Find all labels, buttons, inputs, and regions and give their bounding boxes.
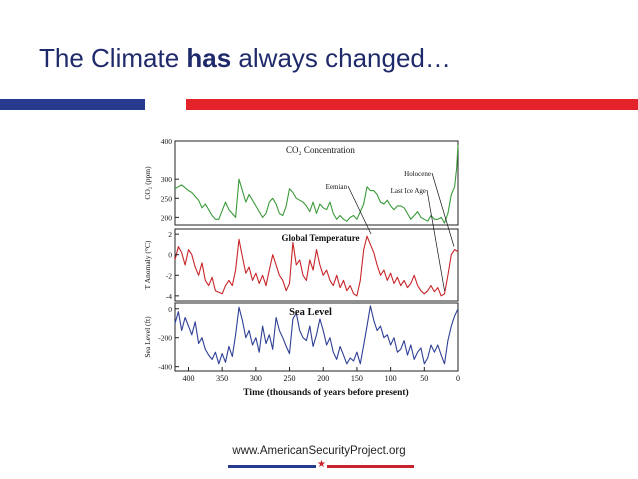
y-tick-label: 250 <box>161 194 173 203</box>
x-tick-label: 50 <box>420 374 428 383</box>
slide-title-pre: The Climate <box>39 43 187 73</box>
y-tick-label: -200 <box>158 334 172 343</box>
annotation-arrow <box>431 172 455 247</box>
series-line <box>174 305 459 365</box>
y-tick-label: 0 <box>168 251 172 260</box>
slide-title: The Climate has always changed… <box>39 43 451 74</box>
y-tick-label: 400 <box>161 137 173 146</box>
x-tick-label: 400 <box>182 374 194 383</box>
header-bar-blue <box>0 99 145 110</box>
series-line <box>174 144 459 224</box>
x-tick-label: 350 <box>216 374 228 383</box>
footer-url[interactable]: www.AmericanSecurityProject.org <box>232 445 406 457</box>
x-axis-label: Time (thousands of years before present) <box>243 387 408 398</box>
x-tick-label: 300 <box>250 374 262 383</box>
x-tick-label: 150 <box>351 374 363 383</box>
slide-title-bold: has <box>186 43 232 73</box>
x-tick-label: 0 <box>456 374 460 383</box>
panel-frame <box>174 228 459 302</box>
y-tick-label: 2 <box>168 230 172 239</box>
panel-frame <box>174 140 459 226</box>
x-tick-label: 200 <box>317 374 329 383</box>
chart-panel: 0 -200 -400 Sea Level Sea Level (ft) <box>143 302 459 372</box>
footer-line-red <box>327 465 414 468</box>
x-axis: 400 350 300 250 200 150 100 50 0 <box>182 367 460 383</box>
panel-title: Global Temperature <box>281 233 359 243</box>
y-axis-label: Sea Level (ft) <box>143 316 152 358</box>
y-axis-label: T Anomaly (°C) <box>143 240 152 289</box>
annotation-arrow <box>426 189 445 291</box>
star-icon: ★ <box>317 459 326 470</box>
y-tick-label: 0 <box>168 305 172 314</box>
chart-panel: 400 300 250 200 CO₂ Concentration CO₂ (ppm) <box>143 137 459 226</box>
footer-line-blue <box>228 465 316 468</box>
slide-title-post: always changed… <box>231 43 451 73</box>
y-tick-label: 200 <box>161 213 173 222</box>
panel-title: Sea Level <box>289 307 332 318</box>
panel-frame <box>174 302 459 372</box>
chart-panel: 2 0 -2 -4 Global Temperature T Anomaly (°C) Ee… <box>143 170 459 302</box>
y-axis-label: CO₂ (ppm) <box>143 166 152 200</box>
x-tick-label: 250 <box>284 374 296 383</box>
series-line <box>174 235 459 297</box>
y-tick-label: -4 <box>166 292 172 301</box>
annotation-label: Eemian <box>326 183 348 191</box>
x-tick-label: 100 <box>385 374 397 383</box>
annotation-label: Last Ice Age <box>391 187 426 195</box>
annotation-label: Holocene <box>404 170 431 178</box>
y-tick-label: -400 <box>158 363 172 372</box>
header-bar-red <box>186 99 638 110</box>
y-tick-label: 300 <box>161 175 173 184</box>
climate-figure: 400 300 250 200 CO₂ Concentration CO₂ (ppm) 2 0… <box>140 133 470 403</box>
panel-title: CO₂ Concentration <box>286 145 355 155</box>
y-tick-label: -2 <box>166 271 172 280</box>
annotation-arrow <box>347 185 372 235</box>
